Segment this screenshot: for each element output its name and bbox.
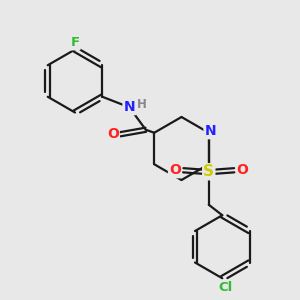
Text: O: O [107, 127, 119, 141]
Text: F: F [70, 36, 80, 50]
Text: H: H [137, 98, 147, 111]
Text: S: S [203, 164, 214, 179]
Text: O: O [237, 163, 249, 177]
Text: N: N [124, 100, 135, 114]
Text: O: O [169, 163, 181, 177]
Text: Cl: Cl [218, 281, 232, 294]
Text: N: N [205, 124, 216, 138]
